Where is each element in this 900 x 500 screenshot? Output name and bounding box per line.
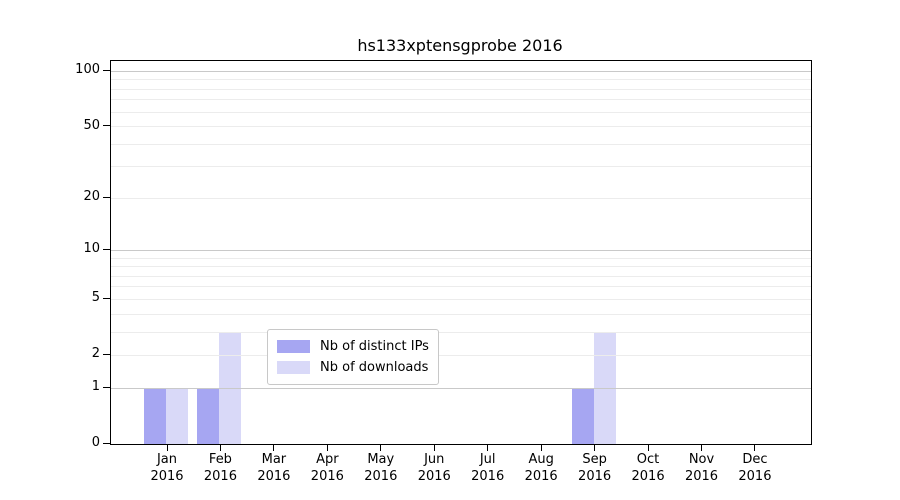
x-tick-year: 2016	[738, 468, 772, 484]
y-tick-mark-1	[103, 386, 110, 388]
x-tick-label-jan: Jan 2016	[140, 452, 194, 485]
x-tick-mark-jan	[166, 444, 168, 451]
y-tick-label-2: 2	[91, 346, 100, 362]
x-tick-label-mar: Mar 2016	[247, 452, 301, 485]
x-tick-mark-oct	[647, 444, 649, 451]
minor-gridline-90	[111, 79, 811, 81]
x-tick-label-feb: Feb 2016	[193, 452, 247, 485]
x-tick-label-aug: Aug 2016	[514, 452, 568, 485]
x-tick-label-dec: Dec 2016	[728, 452, 782, 485]
minor-gridline-60	[111, 111, 811, 113]
y-tick-label-1: 1	[91, 379, 100, 395]
y-tick-mark-2	[103, 353, 110, 355]
legend-item-downloads: Nb of downloads	[277, 357, 429, 378]
x-tick-label-oct: Oct 2016	[621, 452, 675, 485]
x-tick-year: 2016	[203, 468, 237, 484]
x-tick-label-may: May 2016	[354, 452, 408, 485]
x-tick-mark-nov	[701, 444, 702, 451]
x-tick-month: Jun	[424, 452, 445, 467]
minor-gridline-7	[111, 275, 811, 277]
y-tick-mark-10	[103, 248, 110, 250]
x-tick-year: 2016	[524, 468, 558, 484]
minor-gridline-20	[111, 197, 811, 199]
bar-jan-distinct-ips	[144, 388, 166, 444]
x-tick-label-jul: Jul 2016	[461, 452, 515, 485]
y-tick-mark-50	[103, 125, 110, 127]
y-tick-mark-0	[103, 442, 110, 444]
x-tick-mark-dec	[754, 444, 756, 451]
bar-jan-downloads	[166, 388, 188, 444]
x-tick-year: 2016	[364, 468, 398, 484]
x-tick-year: 2016	[471, 468, 505, 484]
x-tick-month: Mar	[261, 452, 287, 467]
minor-gridline-2	[111, 354, 811, 356]
legend-label-distinct-ips: Nb of distinct IPs	[320, 339, 429, 354]
bar-sep-distinct-ips	[571, 388, 594, 444]
major-gridline-1	[111, 387, 811, 389]
chart-title: hs133xptensgprobe 2016	[357, 36, 563, 55]
x-tick-label-apr: Apr 2016	[300, 452, 354, 485]
minor-gridline-40	[111, 143, 811, 145]
legend: Nb of distinct IPs Nb of downloads	[267, 329, 439, 385]
x-tick-month: May	[367, 452, 395, 467]
x-tick-label-nov: Nov 2016	[675, 452, 729, 485]
y-tick-label-100: 100	[75, 62, 100, 78]
x-tick-year: 2016	[257, 468, 291, 484]
x-tick-year: 2016	[578, 468, 612, 484]
x-tick-mark-jun	[433, 444, 435, 451]
y-tick-label-20: 20	[83, 189, 100, 205]
y-tick-label-0: 0	[91, 435, 100, 450]
x-tick-mark-may	[380, 444, 382, 451]
minor-gridline-3	[111, 331, 811, 333]
x-tick-mark-feb	[219, 444, 221, 451]
x-tick-label-sep: Sep 2016	[568, 452, 622, 485]
legend-swatch-downloads	[277, 361, 310, 374]
x-tick-month: Jul	[479, 452, 496, 467]
legend-swatch-distinct-ips	[277, 340, 310, 353]
minor-gridline-6	[111, 286, 811, 288]
y-tick-label-10: 10	[83, 241, 100, 257]
x-tick-month: Apr	[316, 452, 339, 467]
minor-gridline-9	[111, 257, 811, 259]
x-tick-month: Dec	[742, 452, 768, 467]
x-tick-month: Nov	[688, 452, 715, 467]
minor-gridline-5	[111, 298, 811, 300]
x-tick-mark-sep	[594, 444, 596, 451]
x-tick-year: 2016	[631, 468, 665, 484]
minor-gridline-50	[111, 126, 811, 128]
x-tick-mark-apr	[326, 444, 328, 451]
x-tick-mark-aug	[540, 444, 542, 451]
minor-gridline-30	[111, 166, 811, 168]
x-tick-month: Sep	[582, 452, 607, 467]
x-tick-year: 2016	[417, 468, 451, 484]
x-tick-year: 2016	[310, 468, 344, 484]
x-tick-year: 2016	[684, 468, 719, 484]
minor-gridline-8	[111, 266, 811, 268]
y-tick-mark-5	[103, 297, 110, 299]
y-tick-mark-100	[103, 69, 110, 71]
y-tick-label-5: 5	[91, 290, 100, 306]
minor-gridline-4	[111, 313, 811, 315]
plot-area	[110, 60, 812, 445]
major-gridline-100	[111, 70, 811, 72]
legend-label-downloads: Nb of downloads	[320, 360, 429, 375]
x-tick-month: Oct	[636, 452, 660, 467]
bar-feb-distinct-ips	[197, 388, 220, 444]
x-tick-mark-mar	[273, 444, 275, 451]
x-tick-month: Aug	[528, 452, 554, 467]
x-tick-label-jun: Jun 2016	[407, 452, 461, 485]
minor-gridline-70	[111, 99, 811, 101]
y-tick-mark-20	[103, 196, 110, 198]
x-tick-month: Jan	[156, 452, 178, 467]
y-tick-label-50: 50	[83, 117, 100, 133]
legend-item-distinct-ips: Nb of distinct IPs	[277, 336, 429, 357]
major-gridline-10	[111, 249, 811, 251]
x-tick-month: Feb	[208, 452, 232, 467]
minor-gridline-80	[111, 88, 811, 90]
x-tick-year: 2016	[150, 468, 184, 484]
x-tick-mark-jul	[487, 444, 489, 451]
